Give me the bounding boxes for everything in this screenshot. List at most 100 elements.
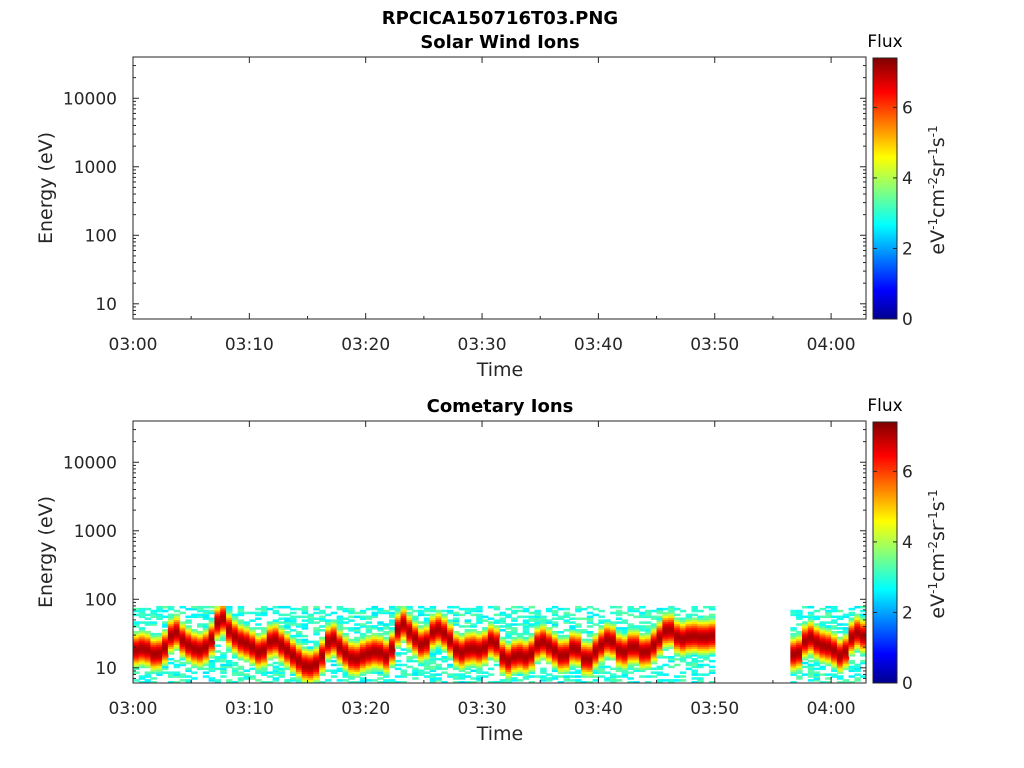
spectrogram-cell — [284, 625, 291, 628]
spectrogram-cell — [138, 611, 146, 615]
spectrogram-cell — [464, 632, 472, 636]
spectrogram-cell — [371, 665, 378, 669]
spectrogram-cell — [691, 627, 698, 630]
spectrogram-cell — [610, 636, 617, 640]
spectrogram-cell — [662, 625, 669, 628]
spectrogram-cell — [854, 623, 861, 626]
spectrogram-cell — [534, 617, 541, 621]
spectrogram-cell — [214, 623, 221, 626]
spectrogram-cell — [138, 629, 146, 632]
spectrogram-cell — [377, 650, 384, 653]
spectrogram-cell — [144, 646, 152, 649]
spectrogram-cell — [400, 681, 408, 683]
spectrogram-cell — [243, 656, 250, 659]
spectrogram-cell — [348, 627, 355, 630]
spectrogram-cell — [429, 661, 437, 665]
spectrogram-cell — [697, 623, 704, 626]
spectrogram-cell — [173, 640, 181, 644]
spectrogram-cell — [458, 625, 466, 628]
spectrogram-cell — [604, 679, 611, 682]
spectrogram-cell — [412, 644, 419, 647]
spectrogram-cell — [790, 638, 797, 642]
spectrogram-cell — [790, 656, 797, 659]
spectrogram-cell — [191, 654, 198, 657]
spectrogram-cell — [243, 652, 250, 655]
spectrogram-cell — [208, 642, 216, 646]
spectrogram-cell — [842, 644, 850, 647]
spectrogram-cell — [173, 671, 181, 674]
spectrogram-cell — [383, 665, 390, 669]
spectrogram-cell — [482, 636, 489, 640]
spectrogram-cell — [644, 650, 652, 653]
spectrogram-cell — [848, 636, 855, 640]
spectrogram-cell — [487, 605, 495, 609]
spectrogram-cell — [138, 607, 146, 611]
spectrogram-cell — [674, 630, 681, 634]
spectrogram-cell — [133, 646, 140, 649]
spectrogram-cell — [598, 648, 605, 651]
spectrogram-cell — [546, 656, 553, 659]
spectrogram-cell — [359, 644, 367, 647]
spectrogram-cell — [156, 607, 163, 611]
spectrogram-cell — [185, 675, 192, 678]
spectrogram-cell — [860, 661, 866, 665]
spectrogram-cell — [365, 640, 373, 644]
spectrogram-cell — [644, 646, 652, 649]
spectrogram-cell — [307, 621, 314, 624]
spectrogram-cell — [703, 654, 710, 657]
spectrogram-cell — [458, 656, 466, 659]
spectrogram-cell — [470, 623, 477, 626]
spectrogram-cell — [633, 681, 640, 683]
spectrogram-cell — [167, 661, 175, 665]
spectrogram-cell — [831, 646, 838, 649]
spectrogram-cell — [819, 627, 826, 630]
spectrogram-cell — [685, 613, 693, 617]
spectrogram-cell — [802, 636, 809, 640]
spectrogram-cell — [290, 640, 297, 644]
spectrogram-cell — [464, 656, 472, 659]
x-tick-label: 03:50 — [690, 699, 739, 719]
spectrogram-cell — [220, 627, 227, 630]
spectrogram-cell — [307, 650, 314, 653]
spectrogram-cell — [266, 671, 274, 674]
spectrogram-cell — [208, 667, 216, 671]
spectrogram-cell — [237, 677, 245, 680]
spectrogram-cell — [260, 634, 268, 638]
spectrogram-cell — [691, 636, 698, 640]
spectrogram-cell — [452, 661, 460, 665]
spectrogram-cell — [505, 667, 512, 671]
spectrogram-cell — [150, 669, 157, 673]
spectrogram-cell — [441, 638, 448, 642]
spectrogram-cell — [133, 663, 140, 667]
spectrogram-cell — [313, 646, 320, 649]
spectrogram-cell — [226, 630, 233, 634]
spectrogram-cell — [226, 605, 233, 609]
spectrogram-cell — [377, 621, 384, 624]
spectrogram-cell — [528, 663, 536, 667]
spectrogram-cell — [383, 650, 390, 653]
spectrogram-cell — [307, 615, 314, 619]
spectrogram-cell — [511, 632, 518, 636]
spectrogram-cell — [679, 657, 687, 661]
spectrogram-cell — [319, 636, 326, 640]
spectrogram-cell — [627, 642, 634, 646]
spectrogram-cell — [615, 605, 623, 609]
spectrogram-cell — [202, 663, 210, 667]
spectrogram-cell — [295, 677, 303, 680]
spectrogram-cell — [650, 657, 658, 661]
spectrogram-cell — [330, 646, 338, 649]
spectrogram-cell — [790, 659, 797, 663]
spectrogram-cell — [796, 669, 803, 673]
spectrogram-cell — [813, 663, 821, 667]
spectrogram-cell — [447, 675, 454, 678]
spectrogram-cell — [551, 632, 559, 636]
spectrogram-cell — [569, 632, 576, 636]
x-tick-label: 03:30 — [458, 699, 507, 719]
spectrogram-cell — [330, 671, 338, 674]
spectrogram-cell — [848, 648, 855, 651]
spectrogram-cell — [359, 661, 367, 665]
spectrogram-cell — [627, 630, 634, 634]
spectrogram-cell — [447, 652, 454, 655]
spectrogram-cell — [249, 611, 256, 615]
spectrogram-cell — [388, 611, 396, 615]
